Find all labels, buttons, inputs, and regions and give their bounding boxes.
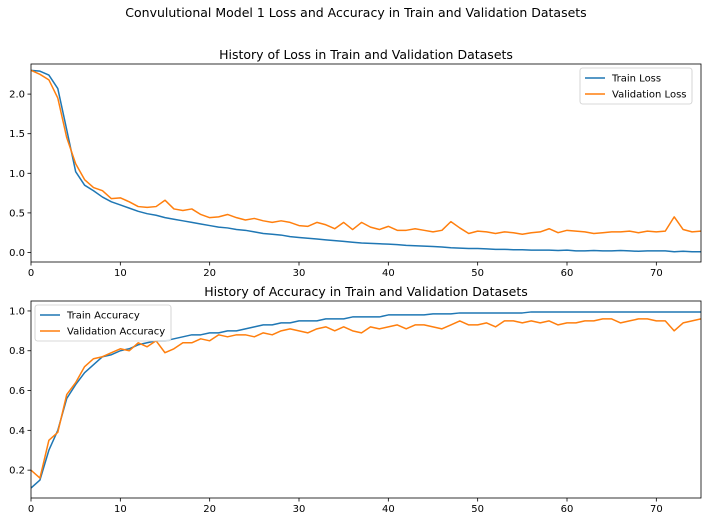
accuracy-legend-box xyxy=(34,304,172,342)
loss-series-line-train xyxy=(31,69,701,253)
loss-x-tick-label: 20 xyxy=(203,268,216,279)
accuracy-plot-frame xyxy=(30,300,702,499)
accuracy-y-tick-label: 0.4 xyxy=(9,426,25,437)
loss-chart: History of Loss in Train and Validation … xyxy=(9,47,702,279)
accuracy-x-tick-label: 10 xyxy=(114,504,127,515)
loss-x-tick-label: 70 xyxy=(650,268,663,279)
accuracy-x-tick-label: 40 xyxy=(382,504,395,515)
accuracy-y-tick-label: 1.0 xyxy=(9,306,25,317)
accuracy-x-tick-label: 0 xyxy=(28,504,34,515)
loss-y-tick-label: 2.0 xyxy=(9,90,25,101)
figure-title: Convulutional Model 1 Loss and Accuracy … xyxy=(125,5,586,20)
accuracy-chart: History of Accuracy in Train and Validat… xyxy=(9,284,702,515)
accuracy-y-tick-label: 0.2 xyxy=(9,466,25,477)
loss-x-tick-label: 30 xyxy=(293,268,306,279)
accuracy-x-tick-label: 50 xyxy=(471,504,484,515)
accuracy-y-tick-label: 0.8 xyxy=(9,346,25,357)
accuracy-series-line-validation xyxy=(31,318,701,479)
accuracy-chart-title: History of Accuracy in Train and Validat… xyxy=(204,284,528,299)
loss-legend-box xyxy=(579,67,693,105)
loss-legend-label-validation: Validation Loss xyxy=(612,90,687,101)
accuracy-legend-label-train: Train Accuracy xyxy=(66,311,140,322)
loss-x-tick-label: 50 xyxy=(471,268,484,279)
loss-y-tick-label: 1.0 xyxy=(9,169,25,180)
loss-legend-label-train: Train Loss xyxy=(611,74,661,85)
loss-legend: Train Loss Validation Loss xyxy=(579,67,693,105)
loss-x-tick-label: 0 xyxy=(28,268,34,279)
loss-chart-title: History of Loss in Train and Validation … xyxy=(219,47,513,62)
accuracy-x-tick-label: 20 xyxy=(203,504,216,515)
loss-series-line-validation xyxy=(31,69,701,236)
loss-y-tick-label: 0.5 xyxy=(9,208,25,219)
loss-x-tick-label: 60 xyxy=(561,268,574,279)
accuracy-series-line-train xyxy=(31,311,701,489)
accuracy-legend-label-validation: Validation Accuracy xyxy=(67,327,165,338)
loss-y-tick-label: 0.0 xyxy=(9,248,25,259)
loss-x-tick-label: 10 xyxy=(114,268,127,279)
accuracy-y-tick-label: 0.6 xyxy=(9,386,25,397)
accuracy-x-tick-label: 70 xyxy=(650,504,663,515)
accuracy-x-tick-label: 30 xyxy=(293,504,306,515)
accuracy-x-tick-label: 60 xyxy=(561,504,574,515)
loss-x-tick-label: 40 xyxy=(382,268,395,279)
loss-plot-frame xyxy=(30,63,702,263)
accuracy-legend: Train Accuracy Validation Accuracy xyxy=(34,304,172,342)
loss-y-tick-label: 1.5 xyxy=(9,129,25,140)
